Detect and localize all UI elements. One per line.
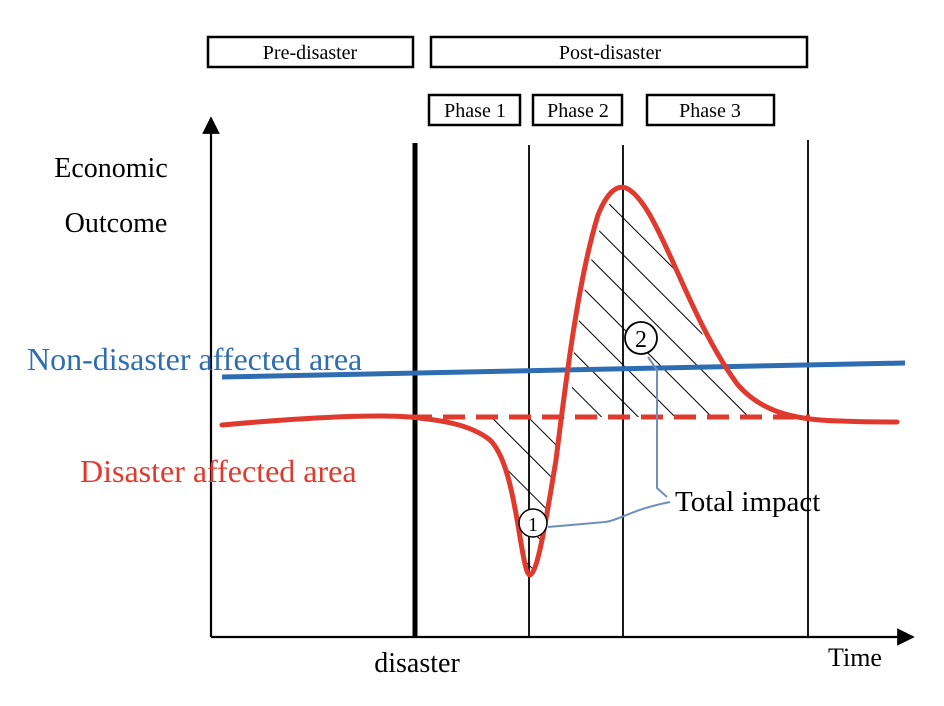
total-impact-label: Total impact (675, 486, 820, 518)
y-axis-label-line2: Outcome (65, 208, 168, 239)
post-disaster-label: Post-disaster (559, 42, 662, 64)
phase3-label: Phase 3 (679, 100, 741, 122)
disaster-label: disaster (374, 648, 460, 679)
marker-2-label: 2 (635, 327, 647, 353)
post-disaster-header: Post-disaster (429, 35, 809, 69)
impact-area-2 (572, 187, 772, 417)
x-axis-label: Time (828, 643, 882, 672)
callout-line-2 (647, 356, 668, 498)
phase2-label: Phase 2 (547, 100, 609, 122)
callout-line-1 (547, 501, 671, 528)
phase3-header: Phase 3 (645, 93, 776, 127)
pre-disaster-header: Pre-disaster (206, 35, 415, 69)
pre-disaster-label: Pre-disaster (263, 42, 358, 64)
non-affected-line (221, 360, 906, 380)
affected-curve (219, 184, 900, 578)
marker-2: 2 (624, 321, 658, 355)
marker-1-label: 1 (528, 514, 538, 536)
non-affected-label: Non-disaster affected area (27, 341, 362, 377)
phase2-header: Phase 2 (531, 93, 624, 127)
phase1-label: Phase 1 (444, 100, 506, 122)
marker-1: 1 (518, 508, 548, 538)
phase1-header: Phase 1 (427, 93, 522, 127)
affected-label: Disaster affected area (80, 453, 357, 489)
y-axis-label-line1: Economic (54, 153, 168, 184)
